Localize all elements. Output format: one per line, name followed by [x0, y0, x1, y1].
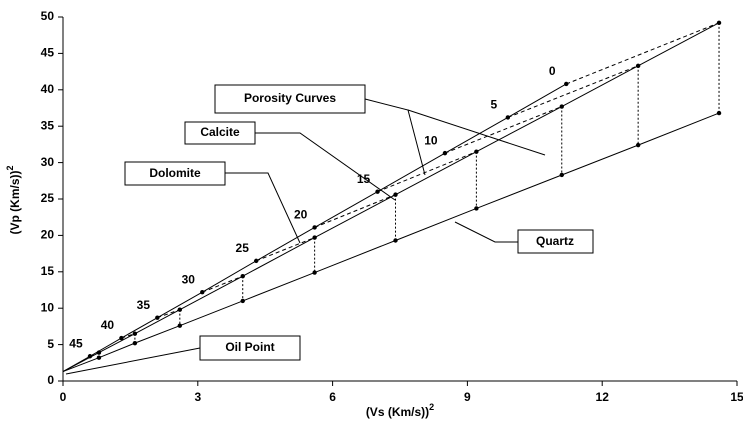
point	[155, 315, 160, 320]
point	[254, 258, 259, 264]
porosity-label: 20	[294, 208, 308, 222]
x-axis-title-text: (Vs (Km/s))	[366, 405, 429, 419]
point	[96, 355, 102, 360]
x-axis-title-sup: 2	[429, 402, 434, 412]
porosity-curve	[314, 194, 396, 228]
porosity-label: 5	[490, 98, 497, 112]
point	[393, 192, 398, 197]
y-axis-title-sup: 2	[5, 165, 15, 170]
porosity-curve	[377, 151, 477, 193]
point	[716, 20, 722, 26]
point	[635, 63, 641, 68]
porosity-label: 30	[182, 272, 196, 286]
porosity-curve	[566, 22, 720, 85]
x-tick-label: 3	[194, 390, 201, 404]
point	[312, 235, 317, 240]
point	[132, 340, 138, 346]
leader	[364, 98, 426, 176]
point	[635, 142, 641, 148]
point	[559, 172, 564, 178]
x-tick-label: 9	[464, 390, 471, 404]
y-tick-label: 30	[41, 155, 55, 169]
series-line	[98, 112, 720, 359]
trend-line	[62, 357, 100, 373]
callout: Porosity Curves	[244, 91, 336, 105]
callout: Quartz	[536, 234, 574, 248]
porosity-curve	[507, 65, 639, 118]
point	[474, 206, 479, 211]
point	[177, 323, 183, 328]
x-tick-label: 12	[596, 390, 610, 404]
y-tick-label: 10	[41, 300, 55, 314]
point	[177, 307, 183, 312]
point	[505, 115, 511, 120]
porosity-label: 45	[69, 336, 83, 350]
y-tick-label: 25	[41, 191, 55, 205]
series-line	[98, 22, 720, 354]
point	[96, 350, 102, 355]
point	[442, 150, 448, 156]
x-tick-label: 15	[730, 390, 743, 404]
point	[119, 335, 124, 341]
x-axis-title: (Vs (Km/s))2	[366, 402, 434, 419]
x-tick-label: 6	[329, 390, 336, 404]
porosity-curve	[256, 237, 315, 262]
point	[312, 270, 317, 275]
y-axis-title-text: (Vp (Km/s))	[8, 171, 22, 235]
series-line	[89, 83, 567, 357]
y-tick-label: 15	[41, 264, 55, 278]
point	[559, 104, 564, 109]
porosity-label: 40	[101, 318, 115, 332]
leader	[255, 132, 396, 201]
trend-line	[62, 352, 100, 372]
y-axis-title: (Vp (Km/s))2	[5, 165, 22, 234]
point	[200, 289, 205, 295]
y-tick-label: 40	[41, 82, 55, 96]
point	[240, 273, 245, 279]
y-tick-label: 5	[47, 337, 54, 351]
callout-box	[199, 335, 301, 361]
callout: Oil Point	[225, 340, 274, 354]
porosity-label: 15	[357, 172, 371, 186]
point	[240, 298, 245, 304]
y-tick-label: 0	[47, 373, 54, 387]
porosity-label: 25	[236, 241, 250, 255]
callout: Dolomite	[149, 166, 201, 180]
point	[312, 225, 317, 230]
y-tick-label: 20	[41, 228, 55, 242]
porosity-curve	[157, 309, 180, 319]
leader	[407, 109, 546, 156]
callout-box	[184, 121, 256, 145]
leader	[65, 347, 201, 375]
point	[132, 331, 138, 336]
point	[393, 238, 398, 243]
point	[716, 110, 722, 116]
porosity-curve	[444, 106, 562, 154]
porosity-label: 10	[424, 133, 438, 147]
porosity-curve	[202, 275, 243, 293]
y-tick-label: 45	[41, 46, 55, 60]
point	[375, 189, 380, 194]
y-tick-label: 50	[41, 9, 55, 23]
callout-box	[517, 229, 594, 254]
point	[87, 354, 93, 359]
x-tick-label: 0	[60, 390, 67, 404]
callout-box	[124, 161, 226, 186]
point	[564, 81, 569, 87]
leader	[454, 221, 518, 243]
y-tick-label: 35	[41, 118, 55, 132]
point	[474, 149, 479, 154]
callout-box	[214, 84, 366, 114]
porosity-label: 35	[137, 298, 151, 312]
porosity-label: 0	[549, 64, 556, 78]
callout: Calcite	[200, 125, 240, 139]
leader	[225, 172, 301, 244]
